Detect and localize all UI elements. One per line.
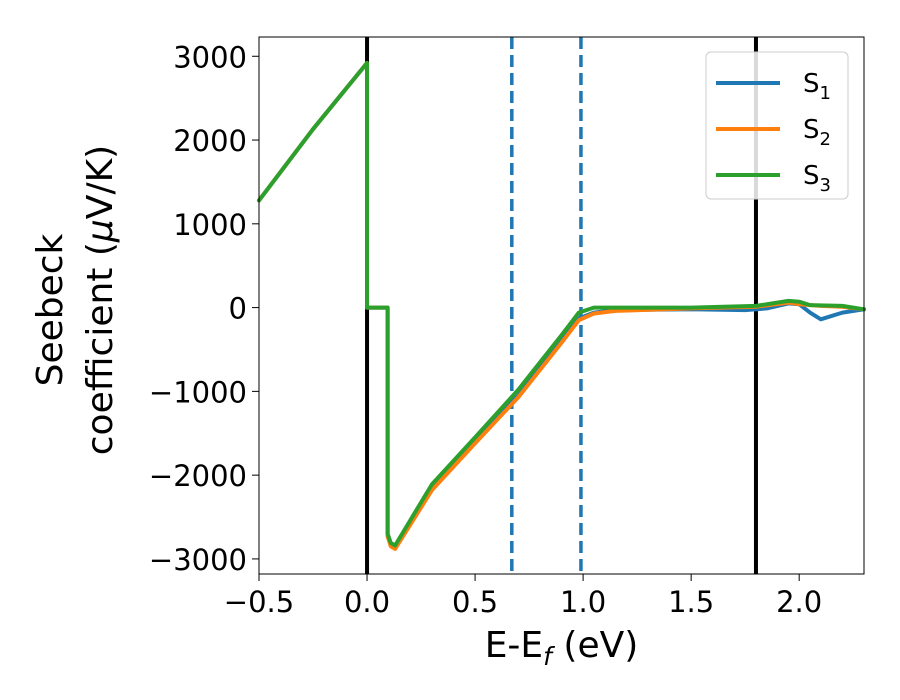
legend-box: [705, 51, 849, 200]
y-tick-label: 3000: [173, 40, 247, 74]
series-lines: [257, 61, 866, 551]
x-tick-label: 0.0: [344, 585, 390, 619]
y-tick-label: 2000: [173, 124, 247, 158]
legend-label-S2: S2: [803, 115, 831, 150]
y-tick-label: −1000: [149, 375, 247, 409]
y-tick-label: 0: [229, 292, 247, 326]
y-tick-label: −2000: [149, 459, 247, 493]
legend-label-S3: S3: [803, 161, 831, 196]
y-tick-label: 1000: [173, 208, 247, 242]
legend: S1 S2 S3: [705, 51, 849, 200]
x-tick-label: 0.5: [452, 585, 498, 619]
plot-frame: [258, 36, 865, 575]
y-axis-label-line1: Seebeck: [30, 233, 71, 386]
x-axis-label-unit: (eV): [552, 625, 638, 666]
y-axis-label: Seebeck coefficient (μV/K): [30, 145, 121, 455]
y-tick-label: −3000: [149, 543, 247, 577]
y-axis-label-mu: μ: [80, 219, 121, 243]
legend-label-S1: S1: [803, 69, 831, 104]
x-tick-label: 1.0: [560, 585, 606, 619]
x-axis-label: E-Ef (eV): [485, 625, 639, 671]
y-axis-label-prefix: coefficient (: [80, 242, 121, 455]
y-axis-ticks: 3000 2000 1000 0 −1000 −2000 −3000: [149, 40, 259, 577]
x-axis-label-main: E-E: [485, 625, 543, 666]
x-axis-ticks: −0.5 0.0 0.5 1.0 1.5 2.0: [224, 574, 822, 619]
x-tick-label: 1.5: [668, 585, 714, 619]
y-axis-label-unit: V/K): [80, 145, 121, 219]
x-tick-label: 2.0: [776, 585, 822, 619]
x-tick-label: −0.5: [224, 585, 294, 619]
series-line-S3: [257, 61, 866, 548]
y-axis-label-line2: coefficient (μV/K): [80, 145, 121, 455]
